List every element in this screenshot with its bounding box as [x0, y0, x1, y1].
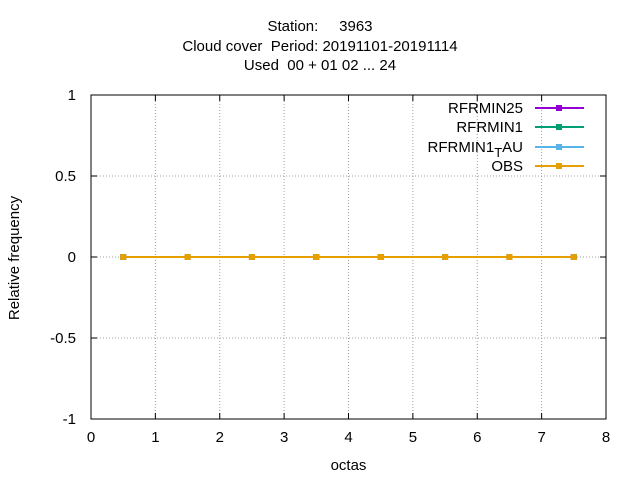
- y-tick-label: 0: [68, 249, 76, 266]
- y-tick-label: 1: [68, 87, 76, 104]
- title-line-2: Cloud cover Period: 20191101-20191114: [182, 38, 458, 55]
- x-tick-label: 7: [537, 429, 545, 446]
- y-tick-label: -0.5: [50, 330, 76, 347]
- data-point: [313, 254, 320, 260]
- x-axis-label: octas: [330, 457, 367, 474]
- x-tick-label: 2: [216, 429, 224, 446]
- legend-marker: [556, 105, 562, 111]
- series-group: [120, 254, 577, 260]
- data-point: [120, 254, 127, 260]
- legend-label: RFRMIN1TAU: [428, 139, 523, 160]
- data-point: [184, 254, 191, 260]
- x-tick-label: 3: [280, 429, 288, 446]
- legend-label: RFRMIN25: [448, 100, 523, 117]
- y-axis-label: Relative frequency: [6, 195, 23, 321]
- data-point: [506, 254, 513, 260]
- legend-label: OBS: [491, 158, 523, 175]
- y-tick-label: -1: [63, 411, 76, 428]
- legend-label: RFRMIN1: [456, 119, 523, 136]
- data-point: [377, 254, 384, 260]
- legend-marker: [556, 124, 562, 130]
- data-point: [570, 254, 577, 260]
- x-tick-label: 8: [602, 429, 610, 446]
- legend-marker: [556, 144, 562, 150]
- legend-marker: [556, 163, 562, 169]
- x-tick-label: 5: [409, 429, 417, 446]
- y-tick-label: 0.5: [55, 168, 76, 185]
- x-tick-label: 0: [87, 429, 95, 446]
- axis-ticks: 0 1 2 3 4 5 6 7 8 -1 -0.5 0 0.5 1: [50, 87, 610, 446]
- x-tick-label: 4: [344, 429, 352, 446]
- x-tick-label: 1: [151, 429, 159, 446]
- x-tick-label: 6: [473, 429, 481, 446]
- data-point: [248, 254, 255, 260]
- data-point: [442, 254, 449, 260]
- title-line-3: Used 00 + 01 02 ... 24: [243, 57, 397, 74]
- title-line-1: Station: 3963: [267, 18, 373, 35]
